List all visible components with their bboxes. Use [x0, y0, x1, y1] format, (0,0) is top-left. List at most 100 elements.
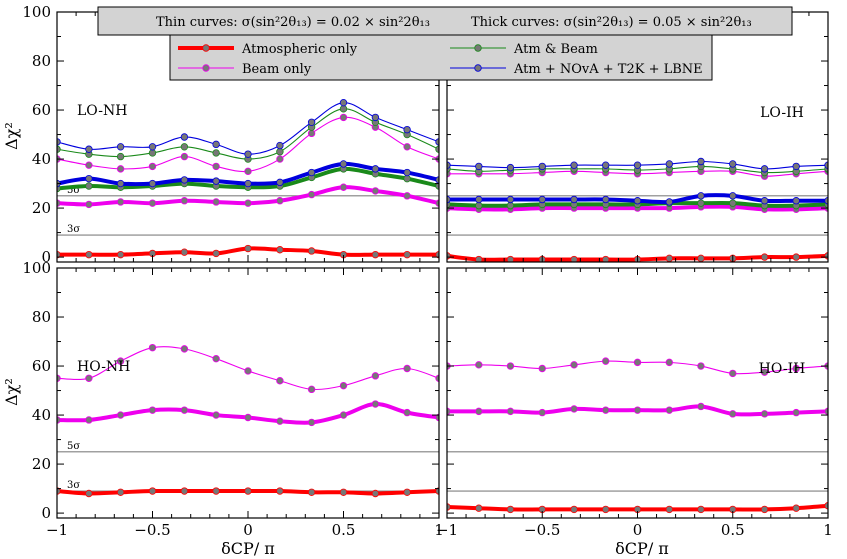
legend-marker [202, 64, 210, 72]
data-point [244, 167, 252, 176]
data-point [371, 165, 380, 173]
data-point [85, 182, 93, 190]
data-point [633, 358, 642, 367]
data-point [116, 411, 125, 419]
data-point [729, 199, 737, 207]
data-point [180, 345, 189, 353]
data-point [180, 248, 189, 256]
data-point [307, 118, 316, 126]
data-point [403, 174, 411, 183]
data-point [760, 410, 769, 418]
data-point [792, 364, 800, 373]
data-point [148, 343, 157, 352]
data-point [148, 143, 157, 151]
data-point [538, 195, 546, 204]
data-point [506, 505, 515, 514]
data-point [307, 129, 316, 138]
data-point [760, 197, 769, 205]
data-point [180, 406, 189, 414]
data-point [85, 161, 93, 169]
legend-label: Beam only [242, 62, 312, 77]
data-point [697, 362, 705, 370]
data-point [212, 249, 220, 258]
data-point [371, 372, 380, 380]
data-point [85, 489, 93, 498]
data-point [148, 149, 157, 157]
x-tick-label: 1 [823, 521, 833, 539]
data-point [760, 165, 769, 173]
data-point [570, 505, 578, 514]
data-point [506, 407, 515, 416]
data-point [729, 410, 737, 418]
y-tick-label: 60 [32, 357, 51, 375]
data-point [339, 98, 348, 107]
data-point [276, 197, 284, 205]
data-point [697, 505, 705, 514]
data-point [601, 357, 610, 365]
data-point [85, 145, 93, 153]
data-point [116, 179, 125, 188]
data-point [475, 201, 483, 210]
data-point [212, 487, 220, 495]
series-all-thin [57, 98, 439, 158]
series-beam-thin [447, 357, 828, 378]
data-point [792, 504, 800, 512]
data-point [665, 160, 674, 168]
data-point [276, 377, 284, 385]
data-point [371, 400, 380, 408]
data-point [506, 195, 515, 204]
data-point [570, 255, 578, 262]
data-point [85, 416, 93, 424]
data-point [307, 488, 316, 496]
y-tick-label: 100 [22, 259, 51, 277]
data-point [435, 374, 439, 382]
legend-marker [202, 44, 210, 52]
panel-label: LO-IH [760, 105, 804, 121]
y-tick-label: 0 [41, 504, 51, 522]
data-point [371, 250, 380, 259]
data-point [85, 174, 93, 183]
legend-label: Atmospheric only [241, 42, 358, 57]
data-point [148, 406, 157, 414]
data-point [276, 246, 284, 254]
data-point [276, 487, 284, 495]
data-point [339, 411, 348, 419]
y-tick-label: 0 [41, 248, 51, 266]
data-point [371, 489, 380, 498]
data-point [824, 407, 828, 416]
data-point [601, 505, 610, 514]
data-point [633, 406, 642, 414]
data-point [116, 357, 125, 365]
data-point [307, 385, 316, 394]
data-point [633, 197, 642, 205]
data-point [435, 199, 439, 207]
data-point [85, 200, 93, 209]
panel-lo-nh: 5σ 3σ 0 20 40 60 80 100 LO-NH [22, 3, 440, 266]
data-point [180, 487, 189, 495]
data-point [276, 417, 284, 425]
x-tick-label: 0 [633, 521, 643, 539]
data-point [244, 179, 252, 188]
data-point [148, 487, 157, 495]
legend-label: Atm & Beam [513, 42, 598, 57]
data-point [244, 244, 252, 253]
y-tick-label: 80 [32, 308, 51, 326]
data-point [538, 408, 546, 417]
data-point [760, 505, 769, 514]
data-point [371, 187, 380, 195]
data-point [339, 488, 348, 496]
series-atmbeam-thin [57, 105, 439, 163]
data-point [475, 162, 483, 171]
x-tick-label: 0.5 [332, 521, 356, 539]
data-point [435, 138, 439, 146]
data-point [116, 152, 125, 161]
panel-lo-ih: LO-IH [446, 11, 829, 263]
data-point [180, 197, 189, 205]
data-point [475, 195, 483, 204]
data-point [665, 406, 674, 414]
data-point [538, 364, 546, 373]
data-point [570, 405, 578, 413]
data-point [824, 197, 828, 205]
series-atm-thick [57, 487, 439, 498]
y-tick-label: 60 [32, 101, 51, 119]
